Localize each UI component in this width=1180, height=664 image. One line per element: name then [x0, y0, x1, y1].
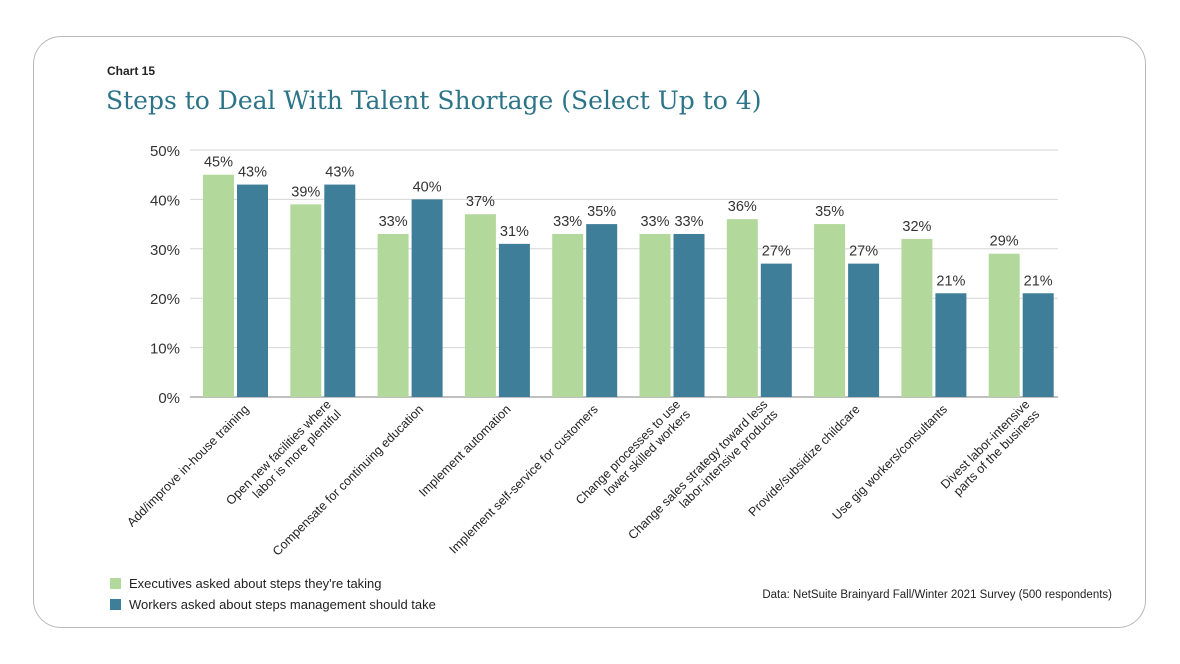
- data-label: 37%: [466, 194, 495, 210]
- data-label: 27%: [762, 244, 791, 260]
- bar-executives: [988, 253, 1020, 397]
- y-tick-label: 10%: [150, 341, 180, 358]
- x-tick-label-line: Implement self-service for customers: [447, 402, 601, 556]
- bar-workers: [237, 184, 268, 397]
- x-tick-label-line: Compensate for continuing education: [270, 402, 426, 558]
- bar-executives: [814, 224, 846, 397]
- legend-swatch-executives: [110, 578, 121, 589]
- y-tick-label: 40%: [150, 192, 180, 209]
- data-label: 33%: [674, 214, 703, 230]
- x-tick-label-line: Divest labor-intensive: [938, 397, 1032, 491]
- legend: Executives asked about steps they're tak…: [110, 573, 436, 615]
- x-tick-label: Implement automation: [416, 402, 513, 499]
- chart-title: Steps to Deal With Talent Shortage (Sele…: [106, 86, 762, 115]
- chart-number: Chart 15: [107, 64, 156, 78]
- x-tick-label-line: Implement automation: [416, 402, 513, 499]
- x-tick-label-line: Add/improve in-house training: [124, 402, 251, 529]
- bar-workers: [324, 184, 356, 397]
- bar-workers: [848, 263, 880, 397]
- y-tick-label: 0%: [158, 390, 180, 407]
- data-label: 39%: [291, 184, 320, 200]
- bar-executives: [639, 233, 671, 397]
- x-tick-label-line: labor is more plentiful: [250, 407, 344, 501]
- legend-item-executives: Executives asked about steps they're tak…: [110, 573, 436, 594]
- bar-executives: [901, 238, 933, 397]
- data-label: 32%: [902, 219, 931, 235]
- data-label: 33%: [379, 214, 408, 230]
- y-tick-label: 30%: [150, 242, 180, 259]
- data-label: 40%: [413, 179, 442, 195]
- legend-label-executives: Executives asked about steps they're tak…: [129, 576, 382, 591]
- bar-executives: [464, 214, 496, 397]
- data-label: 45%: [204, 155, 233, 171]
- data-label: 36%: [728, 199, 757, 215]
- x-tick-label-line: parts of the business: [951, 407, 1042, 498]
- bar-executives: [203, 174, 234, 397]
- bar-workers: [1022, 293, 1054, 397]
- bar-executives: [552, 233, 584, 397]
- legend-label-workers: Workers asked about steps management sho…: [129, 597, 436, 612]
- legend-swatch-workers: [110, 599, 121, 610]
- data-source: Data: NetSuite Brainyard Fall/Winter 202…: [762, 589, 1112, 601]
- bar-executives: [726, 219, 758, 397]
- bar-workers: [498, 243, 530, 397]
- bar-workers: [673, 233, 705, 397]
- x-tick-label: Divest labor-intensiveparts of the busin…: [938, 397, 1042, 501]
- data-label: 21%: [1024, 273, 1053, 289]
- data-label: 33%: [640, 214, 669, 230]
- data-label: 31%: [500, 224, 529, 240]
- y-tick-label: 20%: [150, 291, 180, 308]
- data-label: 29%: [990, 234, 1019, 250]
- bar-workers: [586, 224, 618, 397]
- bar-executives: [290, 204, 322, 397]
- data-label: 21%: [936, 273, 965, 289]
- bar-workers: [935, 293, 967, 397]
- data-label: 43%: [325, 165, 354, 181]
- x-tick-label: Add/improve in-house training: [124, 402, 251, 529]
- x-tick-label: Compensate for continuing education: [270, 402, 426, 558]
- data-label: 33%: [553, 214, 582, 230]
- bar-executives: [377, 233, 409, 397]
- x-tick-label-line: Change sales strategy toward less: [625, 397, 770, 542]
- bar-workers: [411, 199, 443, 397]
- y-tick-label: 50%: [150, 143, 180, 160]
- data-label: 35%: [587, 204, 616, 220]
- bar-workers: [760, 263, 792, 397]
- data-label: 43%: [238, 165, 267, 181]
- legend-item-workers: Workers asked about steps management sho…: [110, 594, 436, 615]
- x-tick-label: Implement self-service for customers: [447, 402, 601, 556]
- data-label: 35%: [815, 204, 844, 220]
- data-label: 27%: [849, 244, 878, 260]
